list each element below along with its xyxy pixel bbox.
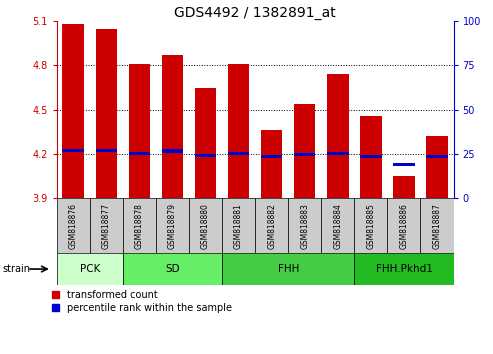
Legend: transformed count, percentile rank within the sample: transformed count, percentile rank withi… — [52, 290, 232, 313]
Bar — [360, 116, 382, 198]
Text: GSM818886: GSM818886 — [399, 203, 409, 249]
Bar — [90, 198, 123, 253]
Bar — [255, 198, 288, 253]
Text: GSM818881: GSM818881 — [234, 203, 243, 249]
Bar — [156, 198, 189, 253]
Bar — [96, 29, 117, 198]
Title: GDS4492 / 1382891_at: GDS4492 / 1382891_at — [174, 6, 336, 20]
Bar — [63, 24, 84, 198]
Bar — [327, 152, 349, 155]
Bar — [294, 104, 316, 198]
Bar — [393, 163, 415, 166]
Bar — [327, 74, 349, 198]
Bar — [387, 198, 421, 253]
Bar — [360, 155, 382, 158]
Text: GSM818882: GSM818882 — [267, 203, 276, 249]
Text: GSM818876: GSM818876 — [69, 203, 78, 249]
Bar — [123, 198, 156, 253]
Bar — [261, 155, 282, 158]
Bar — [222, 198, 255, 253]
Bar — [294, 153, 316, 156]
Text: GSM818877: GSM818877 — [102, 203, 111, 249]
Text: GSM818887: GSM818887 — [432, 203, 442, 249]
Bar — [421, 198, 454, 253]
Bar — [195, 87, 216, 198]
Text: FHH: FHH — [278, 264, 299, 274]
Bar — [261, 130, 282, 198]
Bar — [426, 155, 448, 158]
Bar — [288, 198, 321, 253]
Bar — [57, 198, 90, 253]
Bar — [222, 253, 354, 285]
Text: GSM818878: GSM818878 — [135, 203, 144, 249]
Text: FHH.Pkhd1: FHH.Pkhd1 — [376, 264, 432, 274]
Text: strain: strain — [2, 264, 31, 274]
Text: GSM818884: GSM818884 — [333, 203, 342, 249]
Bar — [354, 198, 387, 253]
Text: GSM818885: GSM818885 — [366, 203, 375, 249]
Bar — [228, 152, 249, 155]
Bar — [189, 198, 222, 253]
Text: PCK: PCK — [79, 264, 100, 274]
Bar — [63, 149, 84, 152]
Text: GSM818880: GSM818880 — [201, 203, 210, 249]
Bar — [57, 253, 123, 285]
Text: GSM818879: GSM818879 — [168, 203, 177, 249]
Bar — [162, 149, 183, 153]
Bar — [354, 253, 454, 285]
Bar — [393, 176, 415, 198]
Bar — [162, 55, 183, 198]
Bar — [129, 64, 150, 198]
Text: GSM818883: GSM818883 — [300, 203, 309, 249]
Bar — [195, 154, 216, 157]
Bar — [228, 64, 249, 198]
Bar — [129, 152, 150, 155]
Bar — [123, 253, 222, 285]
Bar — [426, 136, 448, 198]
Bar — [96, 149, 117, 152]
Bar — [321, 198, 354, 253]
Text: SD: SD — [165, 264, 180, 274]
